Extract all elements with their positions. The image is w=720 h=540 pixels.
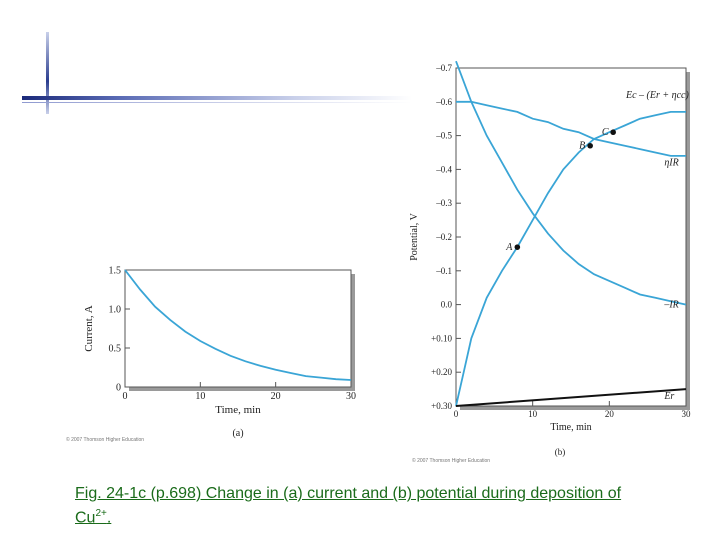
x-tick-label: 0 <box>123 391 128 402</box>
x-tick-label: 10 <box>528 409 538 419</box>
credit-text: © 2007 Thomson Higher Education <box>412 457 490 464</box>
caption-superscript: 2+ <box>95 508 107 519</box>
point-label: C <box>602 127 609 138</box>
y-tick-label: 0.0 <box>441 300 453 310</box>
series-label: ηIR <box>664 158 678 169</box>
series-label: –IR <box>663 300 678 311</box>
series-line <box>456 100 686 157</box>
decorative-vertical-bar <box>46 32 49 114</box>
decorative-horizontal-line <box>22 102 412 103</box>
series-line <box>455 388 687 407</box>
point-label: A <box>505 242 513 253</box>
data-point <box>610 129 616 136</box>
y-tick-label: –0.5 <box>435 131 452 141</box>
series-line <box>455 60 687 306</box>
y-tick-label: –0.4 <box>435 164 452 174</box>
y-tick-label: 0.5 <box>109 343 122 354</box>
y-tick-label: 0 <box>116 382 121 393</box>
y-tick-label: –0.3 <box>435 198 452 208</box>
chart-panel-b: 0 10 20 30 –0.7 –0.6 –0.5 –0.4 –0.3 –0.2 –0.1 0.0 +0… <box>409 60 692 464</box>
y-tick-label: –0.2 <box>435 232 452 242</box>
x-tick-label: 20 <box>271 391 281 402</box>
caption-text: Fig. 24-1c (p.698) Change in (a) current… <box>75 485 622 527</box>
x-tick-label: 10 <box>195 391 205 402</box>
y-tick-label: –0.6 <box>435 97 452 107</box>
y-tick-label: 1.5 <box>109 265 122 276</box>
y-tick-label: 1.0 <box>109 304 122 315</box>
series-line <box>124 269 352 381</box>
chart-panel-a: 0 10 20 30 0 0.5 1.0 1.5 Time, min Current, A (a) ©… <box>66 265 356 443</box>
y-tick-label: +0.30 <box>431 401 452 411</box>
figure-caption: Fig. 24-1c (p.698) Change in (a) current… <box>75 484 635 528</box>
x-tick-label: 30 <box>682 409 692 419</box>
caption-end: . <box>106 509 112 527</box>
y-axis-label: Potential, V <box>409 212 420 260</box>
point-label: B <box>579 141 585 152</box>
y-tick-label: –0.7 <box>435 63 452 73</box>
decorative-horizontal-bar <box>22 96 412 100</box>
y-axis-label: Current, A <box>83 305 95 351</box>
x-axis-label: Time, min <box>550 422 591 433</box>
data-point <box>587 142 593 149</box>
x-tick-label: 20 <box>605 409 615 419</box>
data-point <box>514 244 521 250</box>
credit-text: © 2007 Thomson Higher Education <box>66 436 144 443</box>
x-tick-label: 30 <box>346 391 356 402</box>
y-tick-label: +0.10 <box>431 333 452 343</box>
panel-label: (a) <box>232 428 243 439</box>
panel-label: (b) <box>555 447 566 457</box>
series-label: Er <box>663 391 674 402</box>
series-label: Ec – (Er + ηcc) <box>625 90 689 101</box>
y-tick-label: –0.1 <box>435 266 452 276</box>
plot-frame <box>455 67 687 407</box>
x-tick-label: 0 <box>454 409 459 419</box>
y-tick-label: +0.20 <box>431 367 452 377</box>
plot-frame <box>124 269 352 388</box>
x-axis-label: Time, min <box>215 404 261 416</box>
series-line <box>455 111 686 407</box>
